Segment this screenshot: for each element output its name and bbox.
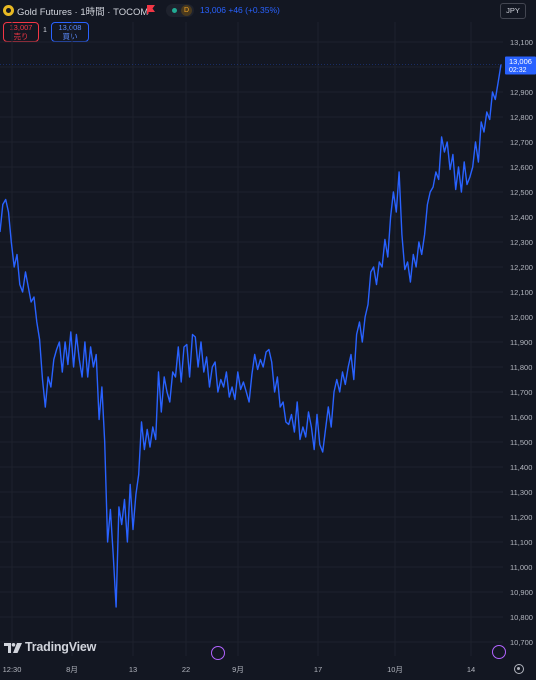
market-open-dot (172, 8, 177, 13)
price-line (0, 64, 502, 608)
x-tick-label: 13 (129, 665, 137, 674)
x-tick-label: 8月 (66, 665, 78, 674)
buy-price: 13,008 (58, 23, 82, 32)
y-tick-label: 11,700 (510, 388, 532, 397)
y-tick-label: 11,100 (510, 538, 532, 547)
last-price-label-bg (505, 56, 536, 75)
x-tick-label: 10月 (387, 665, 403, 674)
gear-icon[interactable] (514, 664, 524, 674)
y-tick-label: 10,800 (510, 613, 533, 622)
interval-badge: D (181, 5, 192, 16)
spread-value: 1 (43, 27, 47, 34)
y-tick-label: 12,800 (510, 113, 533, 122)
x-tick-label: 22 (182, 665, 190, 674)
y-tick-label: 11,800 (510, 363, 532, 372)
y-tick-label: 13,100 (510, 38, 533, 47)
y-tick-label: 11,000 (510, 563, 532, 572)
price-change: 13,006 +46 (+0.35%) (200, 5, 280, 15)
tradingview-logo-text: TradingView (25, 640, 97, 654)
y-tick-label: 12,500 (510, 188, 533, 197)
buy-label: 買い (62, 31, 78, 41)
y-tick-label: 10,900 (510, 588, 533, 597)
y-tick-label: 10,700 (510, 638, 533, 647)
sell-label: 売り (13, 31, 29, 41)
sell-price: 13,007 (9, 23, 33, 32)
y-tick-label: 11,200 (510, 513, 532, 522)
symbol-title[interactable]: Gold Futures · 1時間 · TOCOM (17, 7, 149, 18)
gold-symbol-icon (3, 5, 14, 16)
y-tick-label: 12,300 (510, 238, 533, 247)
flag-icon[interactable] (147, 5, 155, 14)
x-tick-label: 12:30 (3, 665, 22, 674)
y-tick-label: 12,600 (510, 163, 533, 172)
y-tick-label: 12,200 (510, 263, 533, 272)
y-tick-label: 11,300 (510, 488, 532, 497)
tradingview-logo-icon (4, 643, 22, 653)
y-tick-label: 12,100 (510, 288, 533, 297)
y-tick-label: 11,600 (510, 413, 532, 422)
x-tick-label: 17 (314, 665, 322, 674)
y-tick-label: 11,900 (510, 338, 532, 347)
last-price-countdown: 02:32 (509, 67, 527, 74)
x-tick-label: 14 (467, 665, 475, 674)
y-tick-label: 11,400 (510, 463, 532, 472)
y-tick-label: 12,400 (510, 213, 533, 222)
chart-header: Gold Futures · 1時間 · TOCOM D 13,006 +46 … (0, 0, 536, 22)
flash-icon[interactable] (492, 645, 506, 659)
y-tick-label: 12,900 (510, 88, 533, 97)
y-tick-label: 12,000 (510, 313, 533, 322)
market-status[interactable]: D (166, 4, 194, 17)
y-tick-label: 12,700 (510, 138, 533, 147)
x-tick-label: 9月 (232, 665, 244, 674)
replay-icon[interactable] (211, 646, 225, 660)
last-price-value: 13,006 (509, 57, 532, 66)
y-tick-label: 11,500 (510, 438, 532, 447)
currency-button[interactable]: JPY (500, 3, 526, 19)
